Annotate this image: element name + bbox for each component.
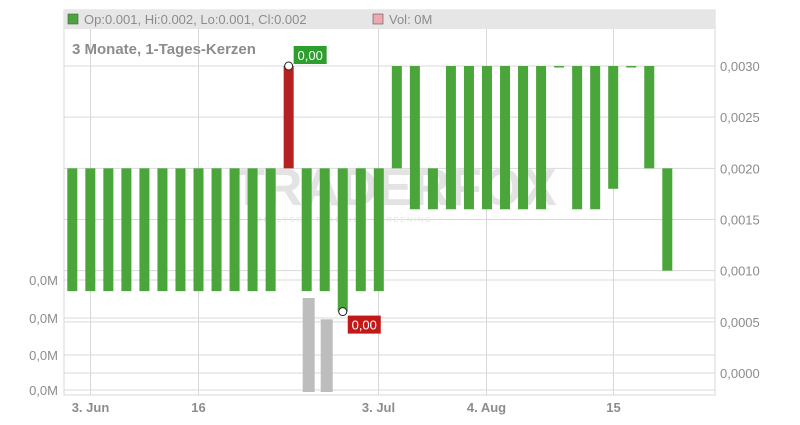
volume-legend-text: Vol: 0M bbox=[389, 12, 432, 27]
high-label: 0,00 bbox=[298, 48, 323, 63]
candle-up bbox=[265, 168, 276, 292]
ohlc-legend-swatch bbox=[67, 13, 79, 25]
price-tick-label: 0,0000 bbox=[720, 366, 760, 381]
high-label-box bbox=[293, 46, 327, 64]
candle-up bbox=[337, 168, 348, 312]
candle-up bbox=[626, 66, 637, 68]
price-tick-label: 0,0015 bbox=[720, 213, 760, 228]
volume-bar bbox=[302, 298, 315, 392]
candle-up bbox=[103, 168, 114, 292]
low-label: 0,00 bbox=[352, 318, 377, 333]
price-tick-label: 0,0030 bbox=[720, 59, 760, 74]
candle-up bbox=[229, 168, 240, 292]
low-marker bbox=[338, 307, 348, 317]
candle-up bbox=[644, 66, 655, 169]
volume-legend-swatch bbox=[372, 13, 384, 25]
low-label-box bbox=[347, 315, 381, 334]
volume-tick-label: 0,0M bbox=[29, 348, 58, 363]
candle-up bbox=[319, 168, 330, 292]
candle-up bbox=[608, 66, 619, 189]
candle-up bbox=[572, 66, 583, 210]
candle-up bbox=[518, 66, 529, 210]
axes: 0,00300,00250,00200,00150,00100,00050,00… bbox=[29, 59, 760, 415]
x-tick-label: 16 bbox=[191, 400, 205, 415]
candle-up bbox=[409, 66, 420, 210]
volume-tick-label: 0,0M bbox=[29, 383, 58, 398]
price-tick-label: 0,0005 bbox=[720, 315, 760, 330]
price-tick-label: 0,0020 bbox=[720, 161, 760, 176]
x-tick-label: 3. Jul bbox=[362, 400, 395, 415]
legend-band bbox=[64, 10, 715, 29]
volume-tick-label: 0,0M bbox=[29, 273, 58, 288]
candle-up bbox=[301, 168, 312, 292]
volume-bars bbox=[302, 298, 333, 392]
candle-up bbox=[67, 168, 78, 292]
annotations: 0,00 0,00 bbox=[284, 46, 381, 334]
chart-title: 3 Monate, 1-Tages-Kerzen bbox=[72, 41, 256, 58]
candle-up bbox=[662, 168, 673, 271]
candle-up bbox=[139, 168, 150, 292]
x-tick-label: 4. Aug bbox=[467, 400, 506, 415]
price-tick-label: 0,0010 bbox=[720, 264, 760, 279]
candle-up bbox=[500, 66, 511, 210]
candle-up bbox=[85, 168, 96, 292]
candle-up bbox=[590, 66, 601, 210]
candle-up bbox=[391, 66, 402, 169]
candle-up bbox=[247, 168, 258, 292]
volume-tick-label: 0,0M bbox=[29, 311, 58, 326]
candle-up bbox=[193, 168, 204, 292]
candle-up bbox=[536, 66, 547, 210]
candle-up bbox=[211, 168, 222, 292]
candles bbox=[67, 66, 673, 312]
candle-up bbox=[157, 168, 168, 292]
candle-up bbox=[463, 66, 474, 210]
candle-up bbox=[355, 168, 366, 292]
ohlc-legend-text: Op:0.001, Hi:0.002, Lo:0.001, Cl:0.002 bbox=[84, 12, 307, 27]
candle-up bbox=[554, 66, 565, 68]
candle-down bbox=[283, 66, 294, 169]
candle-up bbox=[445, 66, 456, 210]
candle-up bbox=[427, 168, 438, 210]
candle-up bbox=[175, 168, 186, 292]
candle-up bbox=[373, 168, 384, 292]
candle-up bbox=[121, 168, 132, 292]
candle-up bbox=[481, 66, 492, 210]
volume-bar bbox=[320, 319, 333, 392]
high-marker bbox=[284, 61, 294, 71]
price-tick-label: 0,0025 bbox=[720, 110, 760, 125]
x-tick-label: 3. Jun bbox=[72, 400, 110, 415]
x-tick-label: 15 bbox=[606, 400, 620, 415]
